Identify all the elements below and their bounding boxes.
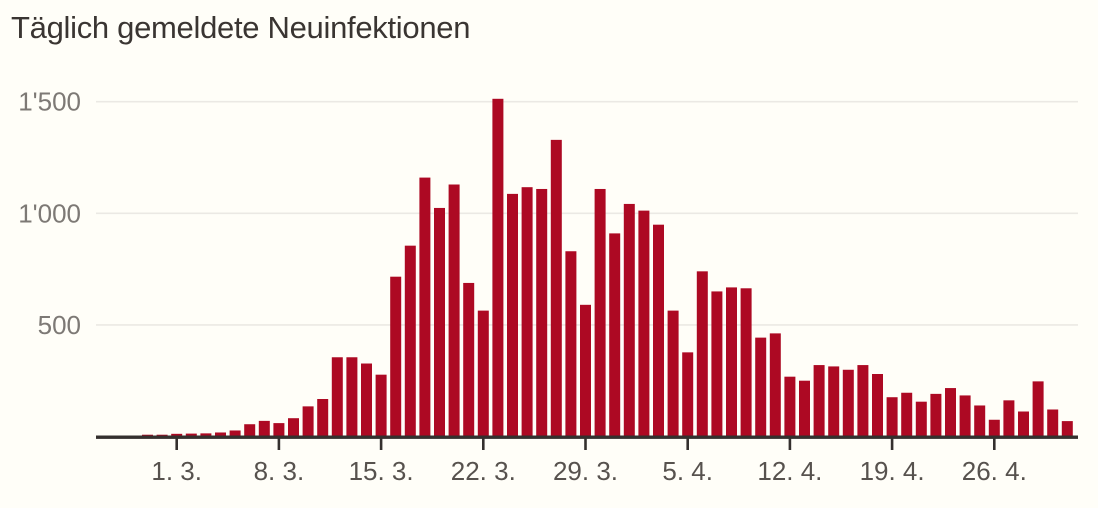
bar [1003,400,1015,437]
bar [872,374,883,437]
bar [419,177,431,437]
bar [623,203,635,437]
bar [1061,421,1073,437]
bar [930,393,942,437]
bar [1018,411,1029,437]
bar [244,424,256,437]
x-axis-tick-label: 29. 3. [553,456,618,486]
x-axis-tick-label: 15. 3. [349,456,414,486]
bar [638,210,650,437]
bar [580,304,591,437]
bar [915,401,927,437]
bar [682,352,694,437]
x-axis-tick-label: 1. 3. [151,456,202,486]
bar [799,380,810,437]
bar [988,419,1000,437]
bar [317,399,329,437]
bar [959,395,971,437]
bar [492,98,504,437]
bar [331,357,343,437]
bar [477,310,489,437]
x-axis-tick-label: 19. 4. [860,456,925,486]
y-axis-tick-label: 1'500 [18,87,81,117]
x-axis-tick-label: 5. 4. [662,456,713,486]
bar [185,433,197,437]
bar [828,366,840,437]
bar [361,363,372,437]
bar [974,405,986,437]
bar [375,374,387,437]
x-axis-tick-label: 12. 4. [757,456,822,486]
bar [726,287,737,437]
x-axis-tick-label: 26. 4. [962,456,1027,486]
bar [463,282,475,437]
bar [521,187,533,437]
bar [901,392,913,437]
y-axis-tick-label: 500 [38,310,81,340]
bar [945,388,956,437]
bar [711,291,723,437]
bar [448,184,460,437]
bar [667,310,679,437]
bar [404,245,416,437]
bar [769,333,781,437]
bar [565,251,577,437]
bar [740,288,752,437]
bar [288,418,299,437]
bar [258,420,270,437]
bar [550,139,562,437]
x-axis-tick-label: 8. 3. [254,456,305,486]
bar [653,224,664,437]
x-axis-tick-label: 22. 3. [451,456,516,486]
bar [842,369,854,437]
bar [507,193,518,437]
bar [696,271,708,437]
bar [594,188,606,437]
bar [1047,409,1059,437]
bar [273,423,285,437]
bar [171,433,183,437]
bar [200,433,212,437]
bar [857,365,869,437]
bar [609,233,621,437]
bar [755,337,767,437]
bar [346,357,358,437]
bar [302,406,314,437]
bar [886,397,898,437]
bar [390,276,402,437]
bar [813,365,825,437]
bar [784,376,796,437]
chart-title: Täglich gemeldete Neuinfektionen [11,10,471,45]
bar [1032,381,1044,437]
bar [229,430,241,437]
bar [434,207,445,437]
x-axis-line [96,435,1078,439]
y-axis-tick-label: 1'000 [18,198,81,228]
bar [536,188,548,437]
bar [215,432,226,437]
